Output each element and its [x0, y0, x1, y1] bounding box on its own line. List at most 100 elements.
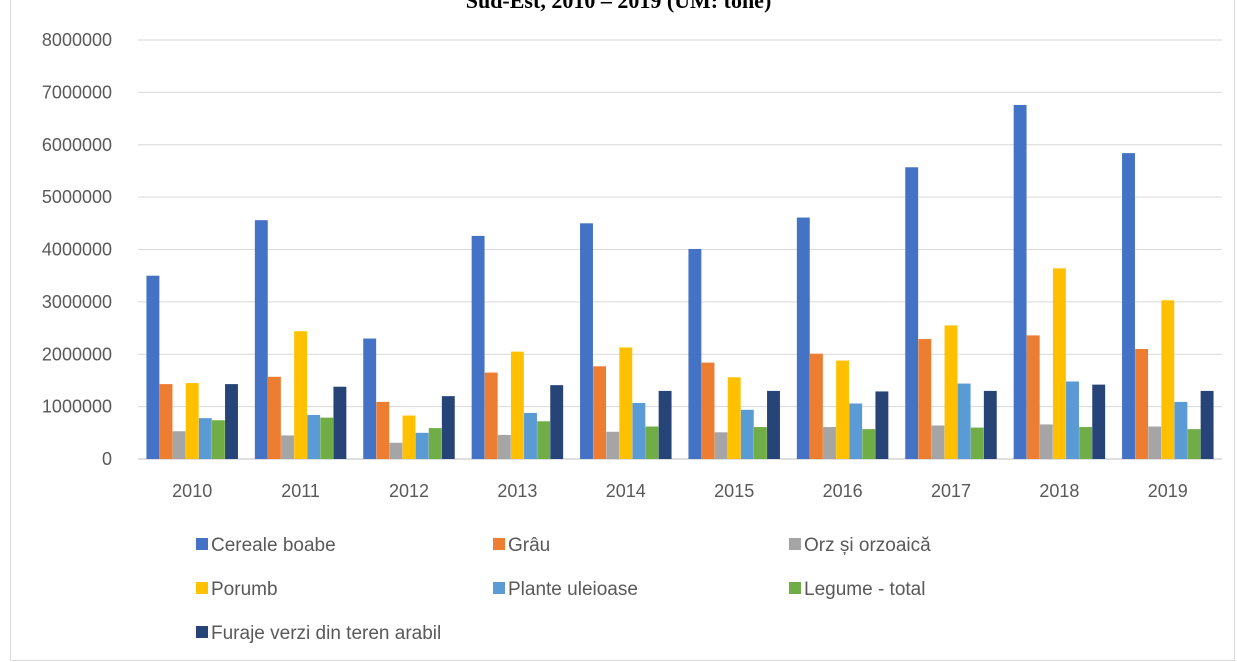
legend-label: Porumb [211, 579, 278, 600]
bar [1013, 104, 1027, 459]
legend-label: Plante uleioase [508, 579, 638, 600]
bar [658, 390, 672, 459]
legend-label: Legume - total [804, 579, 925, 600]
legend-swatch [789, 538, 801, 550]
x-tick-label: 2015 [714, 481, 754, 501]
x-tick-label: 2017 [931, 481, 971, 501]
legend-swatch [789, 582, 801, 594]
bar [211, 420, 225, 459]
bar [823, 427, 836, 459]
bar [363, 338, 377, 459]
bar [307, 415, 321, 459]
legend-swatch [196, 582, 208, 594]
y-tick-label: 1000000 [42, 397, 112, 417]
bar [185, 383, 199, 459]
bar [753, 427, 767, 459]
y-tick-label: 3000000 [42, 292, 112, 312]
bar [688, 248, 702, 459]
bar [714, 432, 728, 459]
bar [428, 428, 442, 459]
bar [875, 391, 889, 459]
bar [957, 383, 971, 459]
y-tick-label: 7000000 [42, 82, 112, 102]
bar [740, 409, 754, 459]
x-axis-ticks: 2010 2011 2012 2013 2014 2015 2016 2017 2018 2019 [172, 481, 1188, 501]
bar [593, 366, 607, 459]
bar [146, 275, 160, 459]
gridlines [138, 39, 1222, 460]
bar [905, 167, 919, 460]
bar [632, 402, 646, 459]
bar [281, 435, 294, 459]
legend-swatch [493, 538, 505, 550]
legend-label: Furaje verzi din teren arabil [211, 623, 441, 644]
bar [701, 362, 715, 459]
bar [970, 427, 984, 459]
x-tick-label: 2016 [823, 481, 863, 501]
bar [1039, 424, 1053, 459]
bar [849, 403, 863, 459]
bar [484, 372, 498, 459]
bar [1052, 268, 1066, 459]
bar [1148, 426, 1162, 459]
bar [497, 434, 511, 459]
legend-label: Orz și orzoaică [804, 535, 931, 556]
bar [606, 431, 620, 459]
x-tick-label: 2010 [172, 481, 212, 501]
bar [225, 384, 238, 459]
y-tick-label: 2000000 [42, 344, 112, 364]
bar [333, 386, 347, 459]
bar [172, 431, 186, 459]
y-tick-label: 5000000 [42, 187, 112, 207]
bar [376, 401, 390, 459]
legend-label: Cereale boabe [211, 535, 336, 556]
legend-swatch [493, 582, 505, 594]
y-axis-ticks: 0 1000000 2000000 3000000 4000000 5000000 6000… [42, 30, 112, 469]
bar [441, 396, 455, 459]
bar [415, 432, 429, 459]
bar [1026, 335, 1040, 459]
bar [294, 331, 308, 459]
legend-swatch [196, 538, 208, 550]
bar [267, 376, 281, 459]
bar [645, 426, 659, 459]
chart-frame [10, 0, 1235, 661]
bar [510, 351, 524, 459]
x-tick-label: 2019 [1148, 481, 1188, 501]
x-tick-label: 2011 [281, 481, 320, 501]
bar [767, 390, 780, 459]
bar [580, 223, 593, 459]
legend-label: Grâu [508, 535, 550, 556]
bar [1200, 390, 1214, 459]
legend-swatch [196, 626, 208, 638]
chart-title: Sud-Est, 2010 – 2019 (UM: tone) [465, 0, 772, 13]
bar [836, 360, 850, 459]
bar [524, 412, 537, 459]
y-tick-label: 0 [102, 449, 112, 469]
bar [1174, 401, 1188, 459]
bar [1187, 429, 1201, 459]
bars [146, 104, 1214, 460]
x-tick-label: 2018 [1039, 481, 1079, 501]
bar [983, 390, 997, 459]
bar [550, 385, 564, 459]
bar [471, 235, 485, 459]
bar [389, 442, 403, 459]
legend: Cereale boabe Grâu Orz și orzoaică Porumb Pl… [196, 535, 931, 644]
bar [1092, 384, 1106, 459]
bar [1161, 300, 1175, 459]
bar [1135, 349, 1149, 459]
x-tick-label: 2014 [606, 481, 646, 501]
y-tick-label: 6000000 [42, 135, 112, 155]
x-tick-label: 2013 [497, 481, 537, 501]
bar [159, 384, 173, 459]
bar [944, 325, 958, 459]
bar [402, 415, 416, 459]
bar [796, 217, 810, 459]
bar [809, 353, 823, 459]
bar [537, 421, 551, 459]
bar [619, 347, 633, 459]
bar [254, 220, 268, 459]
bar [320, 417, 334, 459]
